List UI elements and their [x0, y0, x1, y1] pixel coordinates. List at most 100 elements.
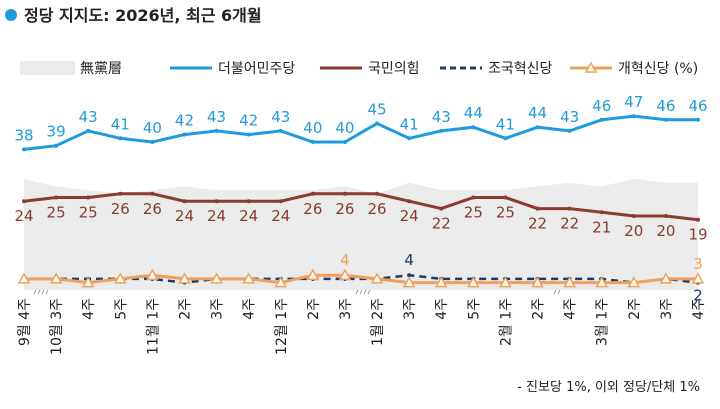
marker — [663, 117, 668, 122]
x-tick-label: 3주 — [402, 298, 418, 320]
marker — [278, 199, 283, 204]
data-label: 24 — [400, 207, 419, 225]
data-label: 43 — [560, 108, 579, 126]
legend-label: 개혁신당 (%) — [618, 61, 698, 77]
x-tick-label: 3주 — [338, 298, 354, 320]
data-label: 20 — [624, 222, 643, 240]
x-tick-label: 3주 — [210, 298, 226, 320]
marker — [696, 117, 700, 122]
marker — [599, 117, 604, 122]
marker — [342, 140, 347, 144]
marker — [49, 272, 63, 284]
title-dot — [5, 9, 17, 21]
data-label: 20 — [656, 222, 675, 240]
line — [23, 192, 699, 222]
data-label: 3 — [693, 255, 703, 273]
marker — [246, 132, 251, 137]
data-label: 26 — [303, 200, 322, 218]
chart-title: 정당 지지도: 2026년, 최근 6개월 — [24, 6, 262, 25]
data-label: 40 — [303, 119, 322, 137]
footnote: - 진보당 1%, 이외 정당/단체 1% — [517, 380, 700, 395]
marker — [17, 272, 31, 284]
marker — [407, 136, 412, 141]
marker — [531, 276, 544, 288]
x-tick-label: 5주 — [466, 298, 482, 320]
marker — [407, 199, 412, 204]
data-label: 22 — [560, 215, 579, 233]
x-tick-label: 12월 1주 — [274, 298, 290, 355]
marker — [563, 276, 576, 288]
data-label: 42 — [175, 112, 194, 130]
marker — [118, 136, 123, 141]
data-label: 42 — [239, 112, 258, 130]
marker — [467, 276, 480, 288]
x-tick-label: 2월 1주 — [498, 298, 514, 346]
marker — [375, 191, 380, 196]
data-label: 46 — [656, 97, 675, 115]
data-label: 25 — [464, 204, 483, 222]
x-tick-label: 11월 1주 — [145, 298, 161, 355]
marker — [150, 191, 155, 196]
x-tick-label: 4주 — [434, 298, 450, 320]
data-label: 43 — [432, 108, 451, 126]
marker — [631, 214, 636, 218]
data-label: 46 — [592, 97, 611, 115]
marker — [499, 276, 512, 288]
data-label: 41 — [111, 115, 130, 133]
x-tick-label: 10월 3주 — [49, 298, 65, 355]
marker — [439, 206, 444, 211]
marker — [375, 121, 380, 126]
marker — [214, 199, 219, 204]
marker — [81, 276, 95, 288]
line — [24, 273, 699, 284]
data-label: 22 — [432, 215, 451, 233]
marker — [146, 268, 159, 280]
data-label: 21 — [592, 218, 611, 236]
data-label: 40 — [143, 119, 162, 137]
data-label: 26 — [111, 200, 130, 218]
marker — [407, 273, 412, 278]
marker — [599, 210, 604, 215]
marker — [691, 272, 705, 284]
marker — [182, 199, 187, 204]
x-tick-label: 4주 — [691, 298, 707, 320]
marker — [22, 147, 26, 152]
marker — [182, 132, 187, 137]
line — [23, 114, 698, 151]
x-tick-label: 5주 — [113, 298, 129, 320]
data-label: 47 — [624, 93, 643, 111]
marker — [402, 276, 416, 288]
data-label: 25 — [79, 204, 98, 222]
data-label: 38 — [14, 126, 33, 144]
marker — [54, 195, 59, 200]
data-label: 25 — [47, 204, 66, 222]
marker — [54, 143, 59, 148]
data-label: 2 — [693, 287, 703, 305]
data-label: 24 — [239, 207, 258, 225]
data-label: 44 — [528, 104, 547, 122]
marker — [310, 191, 315, 196]
data-label: 46 — [688, 97, 707, 115]
data-label: 43 — [207, 108, 226, 126]
data-label: 26 — [368, 200, 387, 218]
x-tick-label: 2주 — [531, 298, 547, 320]
marker — [214, 128, 219, 133]
marker — [663, 214, 668, 218]
legend-label: 더불어민주당 — [218, 61, 295, 77]
marker — [246, 199, 251, 204]
marker — [242, 272, 255, 284]
marker — [535, 206, 540, 211]
marker — [178, 272, 191, 284]
data-label: 41 — [496, 115, 515, 133]
x-tick-label: 9월 4주 — [17, 298, 33, 346]
marker — [150, 140, 155, 144]
marker — [439, 128, 444, 133]
marker — [567, 206, 572, 211]
line — [24, 273, 698, 285]
data-label: 43 — [271, 108, 290, 126]
marker — [503, 136, 508, 141]
marker — [306, 268, 320, 280]
data-label: 26 — [335, 200, 354, 218]
data-label: 39 — [47, 123, 66, 141]
